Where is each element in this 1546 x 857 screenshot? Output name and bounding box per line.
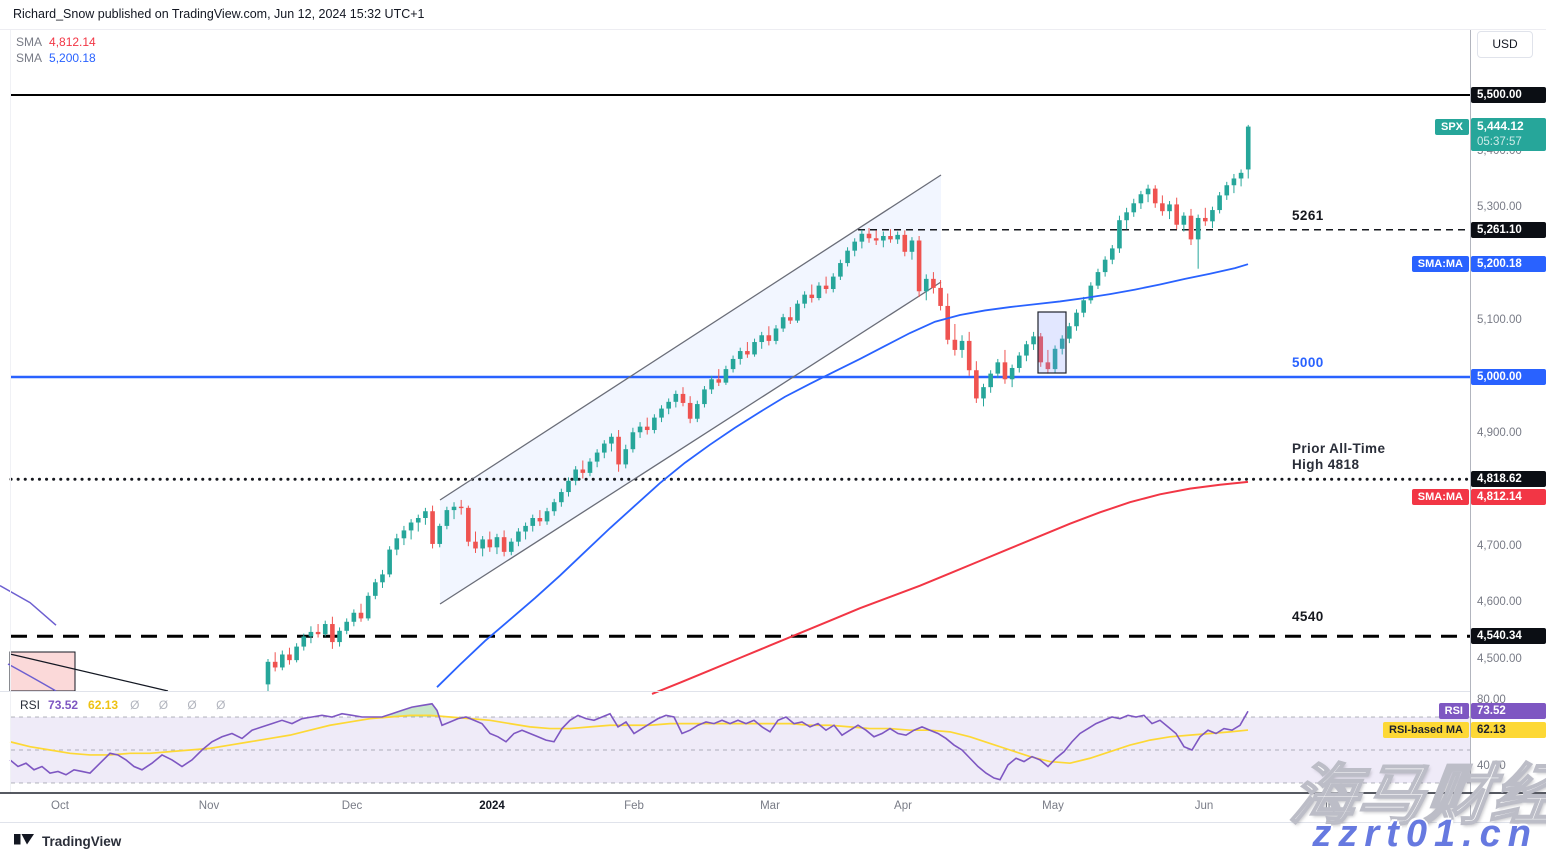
rsi-overbought-fill (382, 703, 440, 717)
sma200-line (651, 480, 1249, 695)
tradingview-footer[interactable]: TradingView (14, 831, 121, 851)
remnant-drawing-rect (9, 651, 76, 692)
sma50-tail (0, 585, 57, 626)
candlestick-series (265, 124, 1251, 692)
tradingview-brand-text: TradingView (42, 833, 122, 849)
channel-lower-line (439, 281, 942, 605)
remnant-curve (7, 663, 57, 692)
currency-toggle-button[interactable]: USD (1477, 31, 1533, 58)
highlight-box (1037, 311, 1067, 374)
sma50-line (436, 263, 1249, 688)
rsi-ma-line (9, 714, 1249, 765)
channel-upper-line (439, 174, 942, 501)
tradingview-logo-icon (14, 831, 35, 851)
rsi-line (9, 702, 1249, 781)
remnant-trendline (9, 653, 169, 692)
trend-channel-fill (440, 175, 941, 604)
